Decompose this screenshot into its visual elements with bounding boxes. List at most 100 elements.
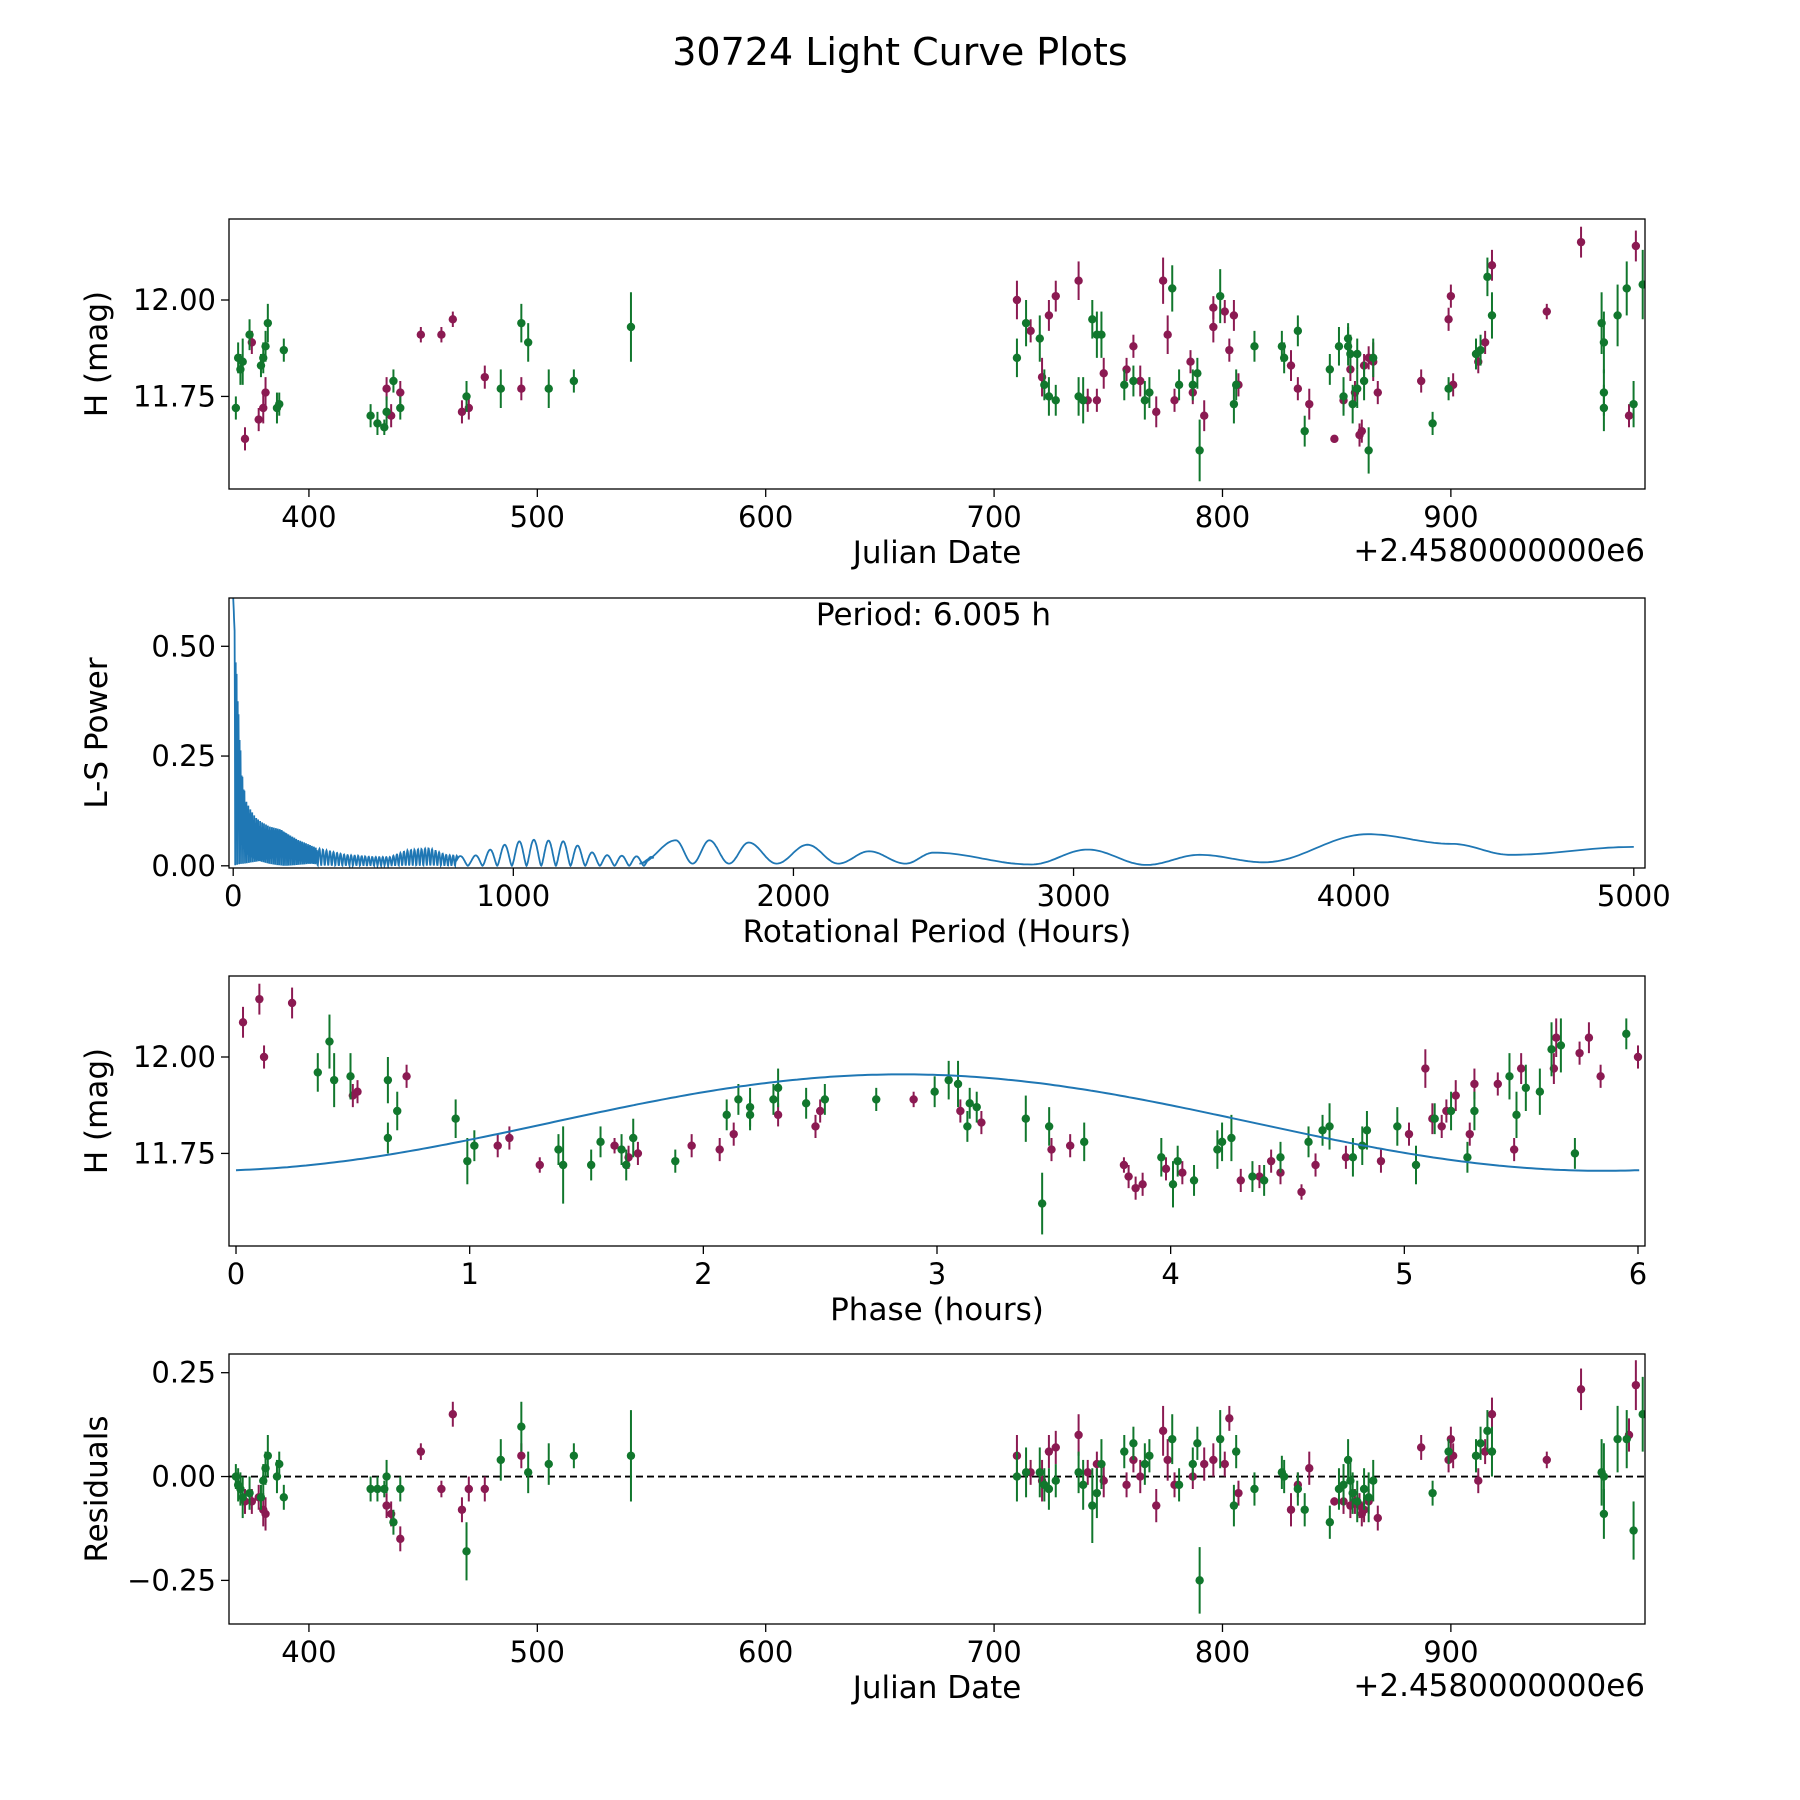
- data-point: [1012, 295, 1022, 305]
- data-point: [1339, 392, 1348, 401]
- data-point: [448, 315, 458, 324]
- data-point: [1074, 1468, 1083, 1477]
- data-point: [287, 998, 297, 1008]
- data-point: [1599, 338, 1609, 347]
- model-curve: [235, 1073, 1640, 1172]
- data-point: [1487, 1447, 1497, 1456]
- x-tick-label: 900: [1423, 500, 1478, 534]
- data-point: [279, 345, 289, 355]
- data-point: [1227, 1133, 1236, 1143]
- x-tick-label: 600: [738, 500, 793, 534]
- data-layer: [232, 598, 1634, 868]
- data-point: [1037, 1199, 1047, 1208]
- data-point: [1188, 380, 1197, 390]
- y-axis-label: H (mag): [79, 1048, 115, 1174]
- data-point: [1088, 1501, 1097, 1510]
- data-point: [1173, 1156, 1182, 1166]
- data-point: [396, 1484, 405, 1494]
- data-point: [1305, 1464, 1314, 1473]
- data-layer: [231, 226, 1645, 482]
- data-point: [1334, 342, 1344, 351]
- data-point: [1097, 1459, 1106, 1469]
- y-axis-label: H (mag): [79, 291, 115, 417]
- data-point: [953, 1079, 963, 1089]
- data-point: [1480, 338, 1490, 347]
- data-point: [1286, 361, 1296, 370]
- data-point: [1195, 1576, 1204, 1585]
- data-point: [437, 330, 446, 339]
- x-tick-label: 4000: [1317, 879, 1391, 913]
- data-point: [1074, 276, 1083, 285]
- data-point: [245, 330, 254, 339]
- data-point: [1136, 1472, 1145, 1481]
- data-point: [1051, 396, 1060, 405]
- data-point: [773, 1110, 783, 1120]
- data-point: [437, 1484, 446, 1494]
- x-tick-label: 6: [1629, 1257, 1647, 1291]
- data-point: [722, 1110, 731, 1120]
- data-point: [1416, 376, 1426, 386]
- x-tick-label: 2000: [757, 879, 831, 913]
- data-point: [1293, 326, 1303, 336]
- data-point: [1051, 291, 1060, 301]
- data-point: [1216, 291, 1225, 301]
- data-point: [263, 318, 273, 328]
- data-point: [1158, 1426, 1168, 1436]
- data-point: [1330, 1497, 1339, 1506]
- data-point: [930, 1087, 939, 1096]
- x-tick-label: 700: [966, 1635, 1021, 1669]
- data-point: [1474, 1476, 1483, 1485]
- data-point: [1463, 1153, 1472, 1162]
- data-point: [1216, 1434, 1225, 1444]
- data-point: [1040, 380, 1049, 390]
- subplot-phased: 0 1 2 3 4 5 6 11.75 12.00 Phase (hours) H (mag): [79, 975, 1647, 1328]
- data-point: [1124, 1172, 1133, 1181]
- data-point: [872, 1095, 881, 1104]
- data-point: [1633, 1052, 1643, 1062]
- data-point: [1376, 1156, 1386, 1166]
- periodogram-line: [232, 598, 1634, 868]
- data-point: [569, 376, 579, 386]
- data-point: [1599, 403, 1609, 413]
- data-point: [1044, 1484, 1054, 1494]
- x-tick-label: 3: [928, 1257, 946, 1291]
- data-point: [240, 434, 250, 444]
- data-point: [1505, 1072, 1514, 1081]
- data-point: [1305, 399, 1314, 409]
- data-point: [1404, 1129, 1414, 1139]
- y-tick-label: 11.75: [133, 1136, 216, 1170]
- data-point: [1259, 1176, 1269, 1185]
- data-point: [1051, 1476, 1060, 1485]
- data-point: [1556, 1041, 1566, 1050]
- y-tick-label: 0.00: [151, 849, 216, 883]
- data-point: [1343, 334, 1353, 343]
- data-point: [1373, 1513, 1382, 1523]
- data-point: [1476, 345, 1485, 355]
- data-point: [1483, 272, 1492, 282]
- data-point: [671, 1156, 680, 1166]
- x-axis-label: Julian Date: [851, 535, 1022, 571]
- data-point: [1021, 1468, 1031, 1477]
- data-point: [1209, 322, 1218, 332]
- data-point: [1348, 1153, 1358, 1162]
- data-point: [496, 1455, 505, 1465]
- data-point: [1493, 1079, 1502, 1089]
- x-axis-label: Julian Date: [851, 1670, 1022, 1706]
- data-point: [1428, 419, 1437, 428]
- data-point: [1170, 396, 1179, 405]
- data-point: [626, 322, 636, 332]
- data-point: [517, 318, 526, 328]
- data-point: [1145, 388, 1154, 397]
- data-point: [1576, 237, 1586, 247]
- data-point: [313, 1068, 322, 1077]
- data-point: [1599, 1472, 1609, 1481]
- data-point: [626, 1451, 636, 1460]
- data-point: [1231, 380, 1241, 390]
- axes-frame: [228, 218, 1646, 490]
- data-point: [1638, 280, 1645, 289]
- data-point: [393, 1106, 402, 1116]
- data-point: [1234, 1488, 1243, 1498]
- data-point: [1631, 1380, 1641, 1390]
- data-point: [1286, 1505, 1296, 1514]
